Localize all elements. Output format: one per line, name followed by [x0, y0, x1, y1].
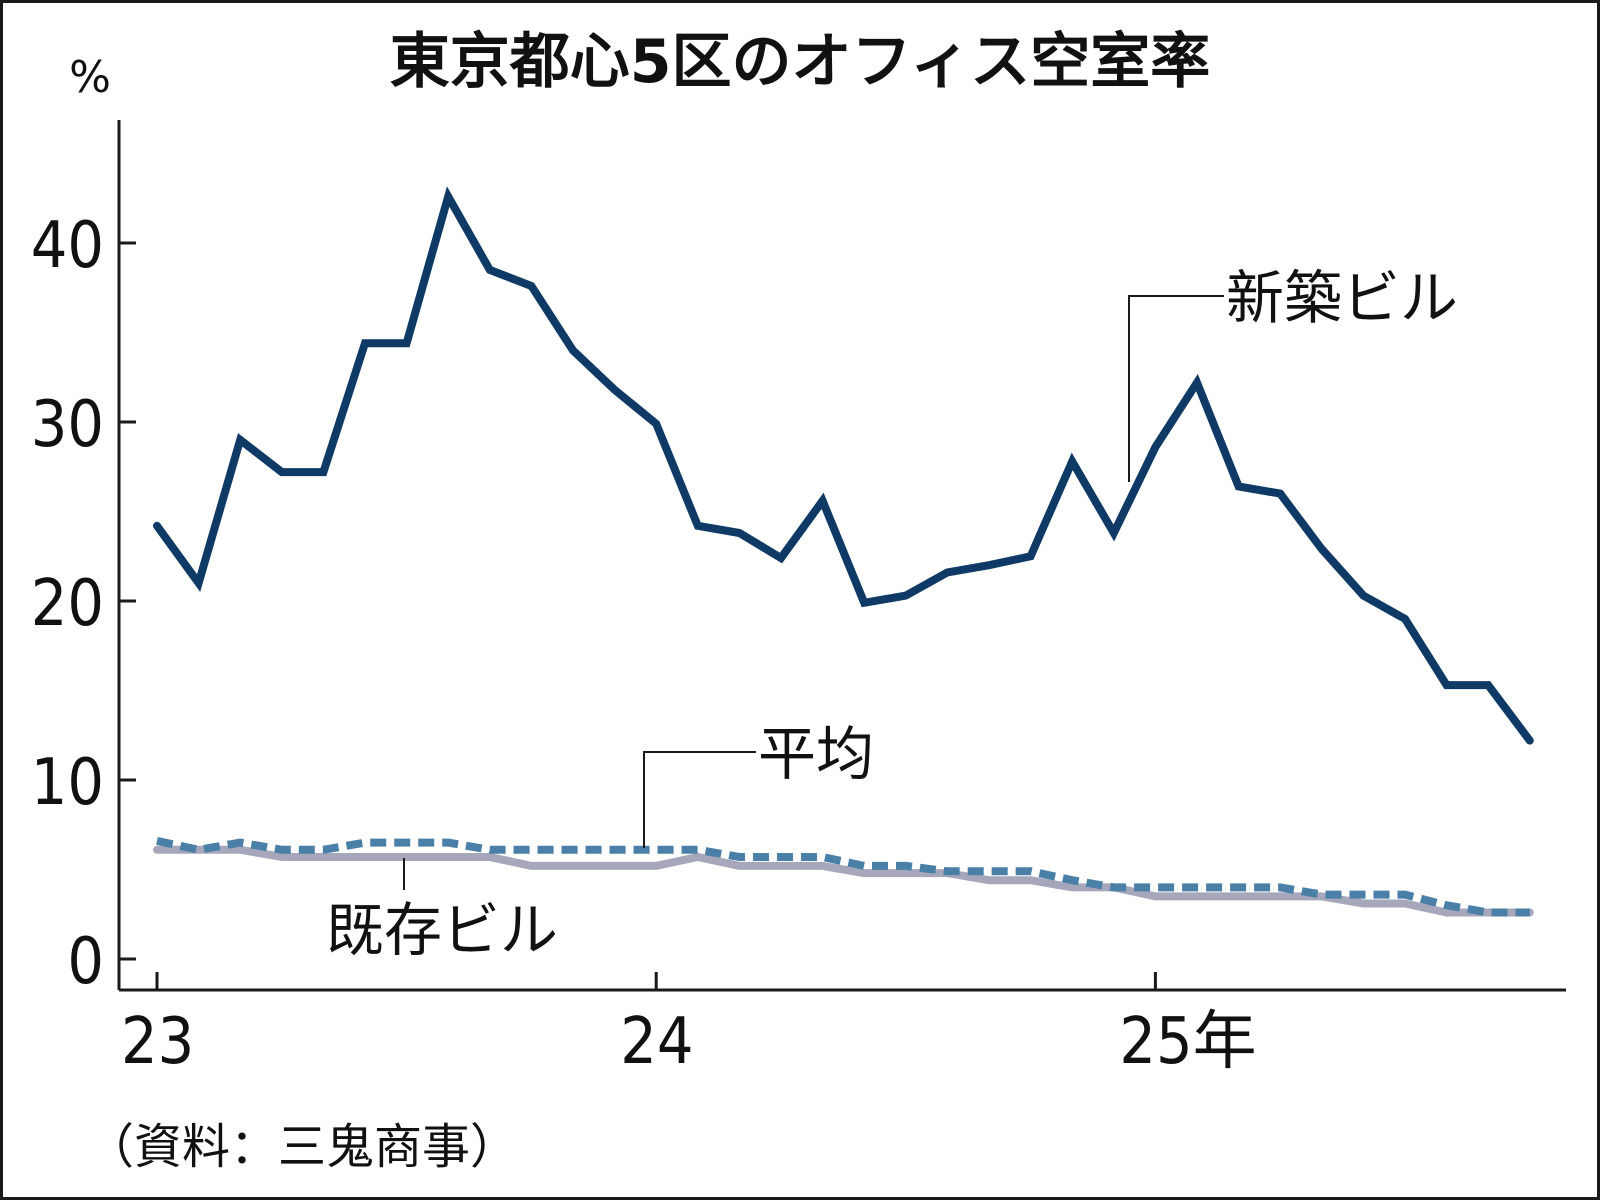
y-tick-label: 30 — [31, 388, 104, 462]
label-average: 平均 — [758, 720, 874, 788]
series-callouts: 新築ビル 平均 既存ビル — [326, 264, 1458, 964]
y-tick-label: 10 — [31, 746, 104, 820]
y-axis-unit: % — [69, 52, 111, 103]
series-line-existing-buildings — [153, 845, 1534, 917]
y-ticks: 0 10 20 30 40 — [31, 209, 136, 999]
series-line-average — [156, 836, 1530, 917]
x-tick-label: 23 — [121, 1005, 194, 1079]
label-existing-buildings: 既存ビル — [326, 896, 558, 964]
axes — [117, 120, 1566, 992]
source-note: （資料：三鬼商事） — [86, 1119, 518, 1175]
x-ticks: 23 24 25年 — [121, 972, 1257, 1079]
callout-line-new — [1128, 295, 1224, 482]
series-line-new-buildings — [153, 186, 1534, 745]
label-new-buildings: 新築ビル — [1226, 264, 1458, 332]
y-tick-label: 0 — [67, 925, 104, 999]
x-tick-label: 24 — [620, 1005, 693, 1079]
series-lines — [153, 186, 1534, 917]
chart-title: 東京都心5区のオフィス空室率 — [390, 27, 1211, 97]
callout-line-average — [643, 751, 756, 848]
x-tick-label: 25年 — [1119, 1005, 1256, 1079]
y-tick-label: 40 — [31, 209, 104, 283]
y-tick-label: 20 — [31, 567, 104, 641]
